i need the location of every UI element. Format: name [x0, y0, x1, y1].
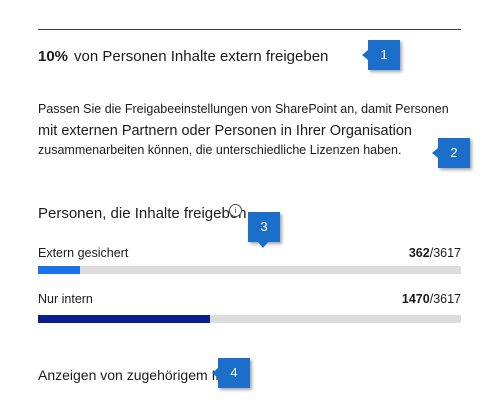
- info-icon[interactable]: i: [229, 204, 242, 217]
- headline: 10% von Personen Inhalte extern freigeben: [38, 48, 328, 65]
- callout-marker-2: 2: [432, 138, 470, 168]
- description-line-1: Passen Sie die Freigabeeinstellungen von…: [38, 102, 449, 116]
- progress-fill-extern: [38, 266, 81, 274]
- description-line-3: zusammenarbeiten können, die unterschied…: [38, 143, 402, 157]
- callout-marker-4: 4: [212, 358, 250, 388]
- related-content-link[interactable]: Anzeigen von zugehörigem Inhalt: [38, 367, 246, 383]
- progress-fill-intern: [38, 315, 210, 323]
- stat-value-extern: 362/3617: [408, 246, 461, 260]
- stat-label-intern: Nur intern: [38, 292, 93, 306]
- callout-marker-1: 1: [362, 40, 400, 70]
- section-title: Personen, die Inhalte freigeben: [38, 205, 247, 222]
- stat-value-intern: 1470/3617: [401, 292, 461, 306]
- description: Passen Sie die Freigabeeinstellungen von…: [38, 102, 478, 157]
- progress-track-intern: [38, 315, 461, 323]
- description-line-2: mit externen Partnern oder Personen in I…: [38, 123, 412, 139]
- headline-percent: 10%: [38, 48, 69, 65]
- progress-track-extern: [38, 266, 461, 274]
- stat-label-extern: Extern gesichert: [38, 246, 129, 260]
- headline-text: von Personen Inhalte extern freigeben: [74, 48, 329, 65]
- callout-marker-3: 3: [248, 212, 280, 248]
- top-divider: [38, 29, 461, 30]
